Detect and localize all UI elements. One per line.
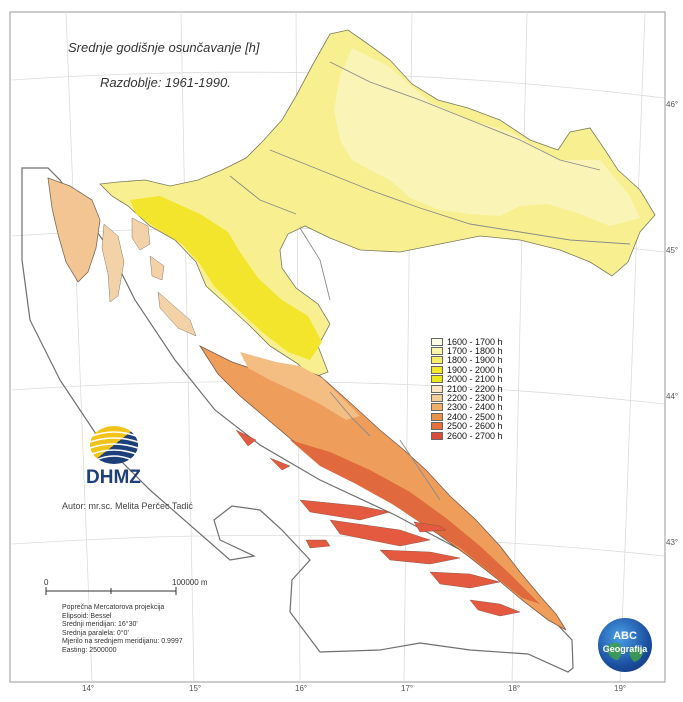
legend-swatch bbox=[431, 337, 443, 346]
projection-line: Elipsoid: Bessel bbox=[62, 612, 112, 620]
lat-label-45: 45° bbox=[666, 246, 679, 255]
legend-item: 2200 - 2300 h bbox=[431, 393, 503, 404]
dhmz-logo-icon bbox=[89, 426, 139, 464]
island-9 bbox=[269, 457, 291, 471]
legend-label: 2600 - 2700 h bbox=[447, 430, 503, 441]
legend-swatch bbox=[431, 375, 443, 384]
legend-swatch bbox=[431, 403, 443, 412]
projection-line: Easting: 2500000 bbox=[62, 646, 117, 654]
map-frame bbox=[9, 11, 666, 683]
legend-item: 1600 - 1700 h bbox=[431, 336, 503, 347]
projection-line: Srednja paralela: 0°0' bbox=[62, 629, 129, 637]
legend-item: 1800 - 1900 h bbox=[431, 355, 503, 366]
region-dalmatia-inner bbox=[240, 352, 360, 420]
lat-label-46: 46° bbox=[666, 100, 679, 109]
legend-label: 2100 - 2200 h bbox=[447, 383, 503, 394]
legend-item: 2400 - 2500 h bbox=[431, 411, 503, 422]
island-2 bbox=[329, 519, 431, 547]
river-cetina bbox=[329, 391, 371, 437]
legend-swatch bbox=[431, 412, 443, 421]
lat-label-43: 43° bbox=[666, 538, 679, 547]
legend-item: 2000 - 2100 h bbox=[431, 374, 503, 385]
projection-line: Srednji meridijan: 16°30' bbox=[62, 621, 138, 628]
lon-label-14: 14° bbox=[82, 684, 95, 693]
dalmatian-islands bbox=[235, 429, 521, 617]
region-lika-bright bbox=[130, 196, 322, 360]
badge-line-2: Geografija bbox=[602, 644, 648, 654]
parallel-43 bbox=[11, 534, 665, 557]
island-7 bbox=[413, 521, 447, 533]
legend-swatch bbox=[431, 365, 443, 374]
lat-label-44: 44° bbox=[666, 392, 679, 401]
lon-label-18: 18° bbox=[508, 684, 521, 693]
globe-icon bbox=[606, 642, 644, 662]
river-drava bbox=[329, 61, 601, 171]
lon-label-19: 19° bbox=[614, 684, 627, 693]
rivers bbox=[229, 61, 631, 501]
author-credit: Autor: mr.sc. Melita Perčec Tadić bbox=[62, 501, 193, 511]
legend-label: 2500 - 2600 h bbox=[447, 421, 503, 432]
scale-bar bbox=[45, 587, 177, 595]
island-6 bbox=[305, 539, 331, 549]
legend-item: 2300 - 2400 h bbox=[431, 402, 503, 413]
legend-label: 1700 - 1800 h bbox=[447, 346, 503, 357]
lon-label-15: 15° bbox=[189, 684, 202, 693]
legend-swatch bbox=[431, 347, 443, 356]
river-neretva bbox=[399, 439, 441, 501]
legend-swatch bbox=[431, 356, 443, 365]
parallel-44 bbox=[11, 381, 665, 405]
legend-label: 1600 - 1700 h bbox=[447, 336, 503, 347]
legend-label: 2300 - 2400 h bbox=[447, 402, 503, 413]
meridian-15 bbox=[180, 11, 195, 683]
legend-item: 1900 - 2000 h bbox=[431, 364, 503, 375]
lon-label-16: 16° bbox=[295, 684, 308, 693]
river-kupa bbox=[229, 175, 297, 215]
meridian-14 bbox=[65, 11, 93, 683]
scale-start-label: 0 bbox=[44, 578, 49, 587]
legend-label: 2000 - 2100 h bbox=[447, 374, 503, 385]
region-north-light bbox=[334, 48, 640, 226]
island-cres bbox=[101, 223, 125, 303]
sea-border bbox=[21, 167, 574, 673]
legend-label: 1900 - 2000 h bbox=[447, 364, 503, 375]
legend-item: 2100 - 2200 h bbox=[431, 383, 503, 394]
legend-swatch bbox=[431, 384, 443, 393]
legend-item: 2500 - 2600 h bbox=[431, 421, 503, 432]
island-1 bbox=[299, 499, 391, 521]
legend-swatch bbox=[431, 431, 443, 440]
abc-geografija-badge: ABC Geografija bbox=[598, 618, 652, 672]
lon-label-17: 17° bbox=[401, 684, 414, 693]
projection-line: Mjerilo na srednjem meridijanu: 0.9997 bbox=[62, 638, 183, 645]
dhmz-logo-text: DHMZ bbox=[86, 467, 141, 488]
scale-end-label: 100000 m bbox=[172, 578, 208, 587]
island-krk bbox=[131, 217, 151, 251]
island-rab bbox=[149, 255, 165, 281]
island-4 bbox=[429, 571, 501, 589]
badge-line-1: ABC bbox=[613, 630, 637, 642]
island-3 bbox=[379, 549, 461, 565]
meridian-19 bbox=[619, 11, 646, 683]
map-title: Srednje godišnje osunčavanje [h] bbox=[68, 40, 260, 55]
legend-label: 2200 - 2300 h bbox=[447, 393, 503, 404]
legend-item: 2600 - 2700 h bbox=[431, 430, 503, 441]
island-8 bbox=[235, 429, 257, 447]
legend-swatch bbox=[431, 394, 443, 403]
island-pag bbox=[157, 291, 197, 337]
kvarner-islands bbox=[101, 217, 197, 337]
map-subtitle: Razdoblje: 1961-1990. bbox=[100, 75, 231, 90]
legend-label: 2400 - 2500 h bbox=[447, 411, 503, 422]
legend-label: 1800 - 1900 h bbox=[447, 355, 503, 366]
projection-info: Poprečna Mercatorova projekcija Elipsoid… bbox=[62, 604, 183, 655]
river-una bbox=[299, 227, 331, 301]
island-5 bbox=[469, 599, 521, 617]
region-dalmatia-hot bbox=[290, 440, 540, 604]
legend-swatch bbox=[431, 422, 443, 431]
river-sava bbox=[269, 149, 631, 245]
projection-line: Poprečna Mercatorova projekcija bbox=[62, 604, 165, 611]
region-istria bbox=[47, 177, 101, 283]
legend-item: 1700 - 1800 h bbox=[431, 346, 503, 357]
